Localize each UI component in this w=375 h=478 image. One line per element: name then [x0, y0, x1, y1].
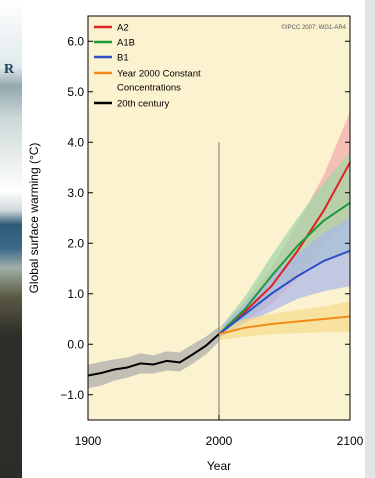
y-tick-label: 5.0 — [67, 85, 84, 99]
legend-label-a2: A2 — [117, 23, 129, 34]
copyright-credit: ©IPCC 2007: WG1-AR4 — [282, 24, 347, 31]
y-tick-label: 2.0 — [67, 236, 84, 250]
legend-label-b1: B1 — [117, 53, 129, 64]
legend-label-year-2000-constant: Year 2000 Constant — [117, 69, 201, 80]
x-axis-label: Year — [207, 459, 231, 473]
x-tick-label: 2100 — [337, 434, 364, 448]
ipcc-figure: 6.0 5.0 4.0 3.0 2.0 1.0 0.0 −1.0 1900 2000 2100 Y… — [22, 0, 365, 478]
series-line-20th-century — [87, 333, 220, 377]
y-tick-label: 1.0 — [67, 287, 84, 301]
background-photo: R — [0, 0, 22, 478]
series-line-a1b — [218, 202, 351, 335]
y-tick-label: 0.0 — [67, 337, 84, 351]
band-20th-century — [88, 326, 219, 389]
series-line-a2 — [218, 161, 351, 335]
band-year-2000-constant-concentrations — [219, 301, 350, 341]
x-tick-label: 1900 — [75, 434, 102, 448]
x-tick-label: 2000 — [206, 434, 233, 448]
series-line-b1 — [218, 249, 351, 335]
y-axis-label: Global surface warming (°C) — [27, 143, 41, 294]
legend-label-concentrations: Concentrations — [117, 83, 181, 94]
legend-label-20th-century: 20th century — [117, 99, 170, 110]
legend: A2 A1B B1 Year 2000 Constant Concentrations 2… — [94, 23, 201, 110]
series-line-year-2000-constant-concentrations — [218, 315, 351, 336]
photo-partial-letter: R — [4, 62, 15, 77]
y-tick-label: −1.0 — [60, 388, 84, 402]
y-tick-label: 4.0 — [67, 135, 84, 149]
y-tick-label: 3.0 — [67, 186, 84, 200]
warming-chart: 6.0 5.0 4.0 3.0 2.0 1.0 0.0 −1.0 1900 2000 2100 Y… — [27, 15, 364, 473]
band-a1b — [219, 152, 350, 339]
legend-label-a1b: A1B — [117, 38, 135, 49]
y-tick-label: 6.0 — [67, 34, 84, 48]
slide-margin — [365, 0, 375, 478]
